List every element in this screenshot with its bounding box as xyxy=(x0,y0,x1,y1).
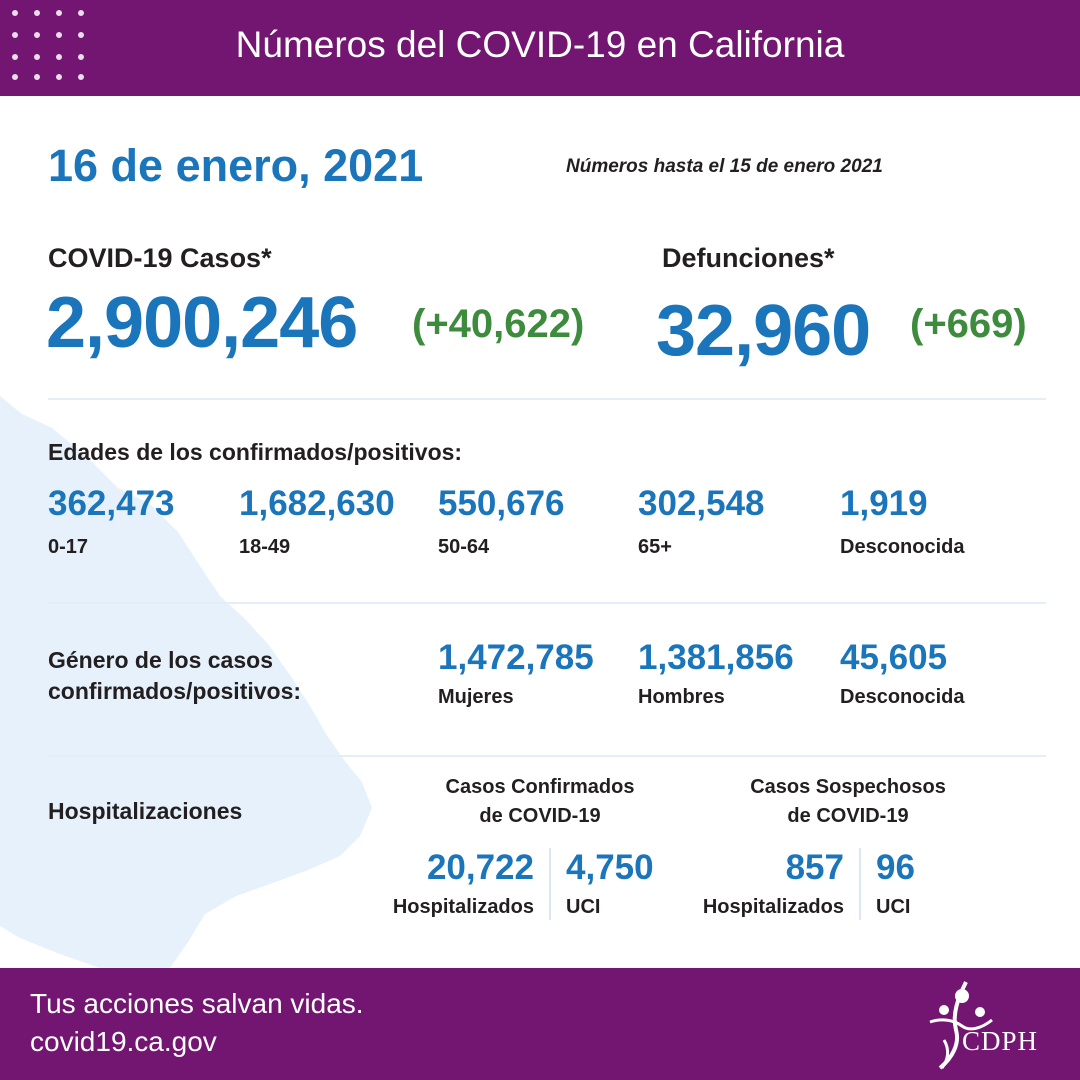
age-value: 1,682,630 xyxy=(239,484,395,523)
gender-label: Desconocida xyxy=(840,686,965,708)
gender-value: 45,605 xyxy=(840,638,948,677)
confirmed-icu-label: UCI xyxy=(566,896,601,918)
column-separator xyxy=(859,848,861,920)
age-value: 302,548 xyxy=(638,484,765,523)
cases-label: COVID-19 Casos* xyxy=(48,243,272,273)
deaths-total: 32,960 xyxy=(656,291,871,371)
suspected-heading-line1: Casos Sospechosos xyxy=(750,776,946,798)
deaths-delta: (+669) xyxy=(910,302,1027,346)
confirmed-icu-value: 4,750 xyxy=(566,848,654,887)
header-banner: Números del COVID-19 en California xyxy=(0,0,1080,96)
gender-title-line1: Género de los casos xyxy=(48,647,273,673)
hospital-title: Hospitalizaciones xyxy=(48,798,243,824)
age-label: 0-17 xyxy=(48,536,89,558)
footer-banner: Tus acciones salvan vidas. covid19.ca.go… xyxy=(0,968,1080,1080)
gender-label: Mujeres xyxy=(438,686,514,708)
gender-value: 1,472,785 xyxy=(438,638,594,677)
ages-title: Edades de los confirmados/positivos: xyxy=(48,439,463,465)
cases-delta: (+40,622) xyxy=(412,302,585,346)
age-value: 550,676 xyxy=(438,484,565,523)
column-separator xyxy=(549,848,551,920)
cdph-logo-text: CDPH xyxy=(962,1026,1039,1056)
suspected-hospitalized-value: 857 xyxy=(785,848,844,887)
gender-label: Hombres xyxy=(638,686,725,708)
confirmed-hospitalized-value: 20,722 xyxy=(426,848,534,887)
california-map-graphic xyxy=(0,396,372,968)
divider xyxy=(48,398,1046,400)
numbers-as-of: Números hasta el 15 de enero 2021 xyxy=(566,156,883,177)
gender-value: 1,381,856 xyxy=(638,638,794,677)
confirmed-heading-line2: de COVID-19 xyxy=(479,805,601,827)
divider xyxy=(48,755,1046,757)
suspected-heading-line2: de COVID-19 xyxy=(787,805,909,827)
cdph-logo-icon xyxy=(929,981,993,1070)
suspected-icu-value: 96 xyxy=(876,848,915,887)
confirmed-heading-line1: Casos Confirmados xyxy=(445,776,635,798)
suspected-hospitalized-label: Hospitalizados xyxy=(702,896,844,918)
confirmed-hospitalized-label: Hospitalizados xyxy=(392,896,534,918)
suspected-icu-label: UCI xyxy=(876,896,911,918)
age-value: 1,919 xyxy=(840,484,928,523)
tagline: Tus acciones salvan vidas. xyxy=(30,988,364,1019)
cases-total: 2,900,246 xyxy=(46,283,358,363)
report-date: 16 de enero, 2021 xyxy=(48,140,424,191)
age-label: Desconocida xyxy=(840,536,965,558)
deaths-label: Defunciones* xyxy=(662,243,835,273)
website-link[interactable]: covid19.ca.gov xyxy=(30,1026,217,1057)
dots-decoration xyxy=(12,10,84,82)
age-label: 18-49 xyxy=(239,536,291,558)
age-value: 362,473 xyxy=(48,484,175,523)
gender-title-line2: confirmados/positivos: xyxy=(48,678,302,704)
age-label: 50-64 xyxy=(438,536,490,558)
divider xyxy=(48,602,1046,604)
page-title: Números del COVID-19 en California xyxy=(235,24,845,65)
age-label: 65+ xyxy=(638,536,672,558)
